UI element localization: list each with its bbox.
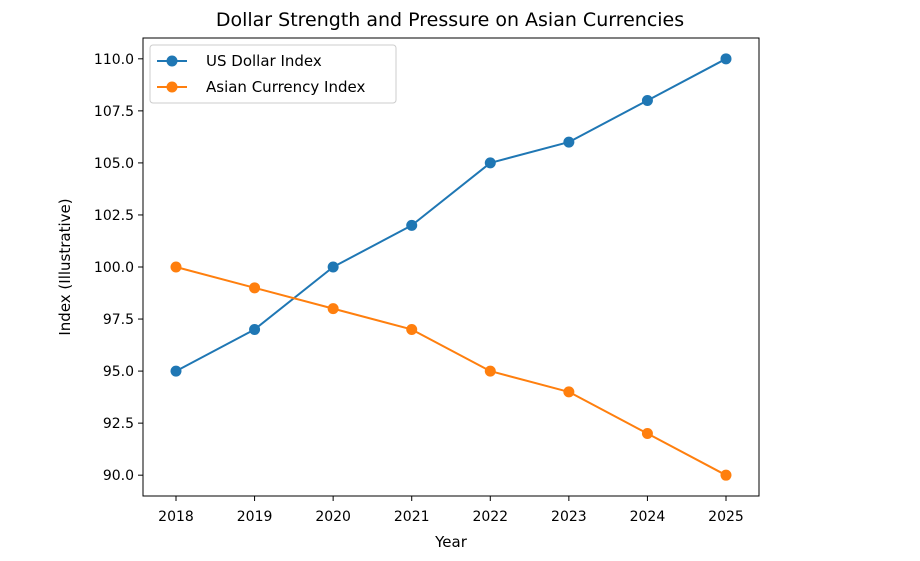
y-tick-label: 97.5 [103, 312, 134, 328]
data-point-asian-currency [641, 428, 653, 440]
y-tick-label: 100.0 [94, 260, 134, 276]
data-point-us-dollar [406, 219, 418, 231]
x-tick-label: 2023 [551, 509, 587, 525]
series-layer [170, 53, 732, 481]
data-point-us-dollar [563, 136, 575, 148]
x-tick-label: 2018 [158, 509, 194, 525]
x-tick-label: 2021 [394, 509, 430, 525]
legend-marker-us-dollar [166, 55, 178, 67]
legend-box [149, 44, 397, 104]
x-tick-label: 2024 [630, 509, 666, 525]
data-point-asian-currency [170, 261, 182, 273]
data-point-us-dollar [641, 94, 653, 106]
legend-label-us-dollar: US Dollar Index [206, 52, 322, 70]
legend-marker-asian-currency [166, 81, 178, 93]
data-point-us-dollar [170, 365, 182, 377]
plot-frame [142, 37, 760, 497]
y-axis-label: Index (Illustrative) [56, 198, 74, 335]
data-point-asian-currency [563, 386, 575, 398]
x-tick-label: 2022 [472, 509, 508, 525]
data-point-us-dollar [484, 157, 496, 169]
data-point-us-dollar [327, 261, 339, 273]
x-tick-label: 2019 [237, 509, 273, 525]
data-point-asian-currency [249, 282, 261, 294]
data-point-asian-currency [720, 469, 732, 481]
y-tick-label: 92.5 [103, 416, 134, 432]
y-tick-label: 90.0 [103, 468, 134, 484]
y-tick-label: 95.0 [103, 364, 134, 380]
series-line-asian-currency [175, 266, 727, 477]
x-axis-ticks: 2018 2019 2020 2021 2022 2023 2024 2025 [158, 496, 744, 525]
data-point-us-dollar [720, 53, 732, 65]
x-tick-label: 2020 [315, 509, 351, 525]
y-tick-label: 105.0 [94, 156, 134, 172]
chart-title: Dollar Strength and Pressure on Asian Cu… [216, 9, 684, 31]
legend-label-asian-currency: Asian Currency Index [206, 78, 365, 96]
legend: US Dollar Index Asian Currency Index [149, 44, 397, 104]
series-line-us-dollar [175, 57, 727, 372]
x-tick-label: 2025 [708, 509, 744, 525]
x-axis-label: Year [434, 533, 468, 551]
y-tick-label: 102.5 [94, 208, 134, 224]
data-point-us-dollar [249, 323, 261, 335]
y-tick-label: 107.5 [94, 104, 134, 120]
data-point-asian-currency [327, 303, 339, 315]
y-axis-ticks: 90.0 92.5 95.0 97.5 100.0 102.5 105.0 107.5 110.… [94, 52, 143, 484]
data-point-asian-currency [484, 365, 496, 377]
data-point-asian-currency [406, 323, 418, 335]
y-tick-label: 110.0 [94, 52, 134, 68]
